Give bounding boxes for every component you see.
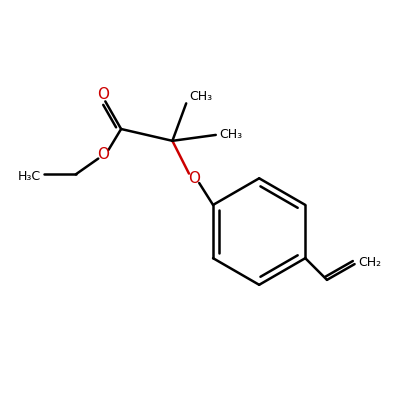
Text: O: O [97, 147, 109, 162]
Text: CH₃: CH₃ [189, 90, 212, 103]
Text: O: O [188, 171, 200, 186]
Text: CH₃: CH₃ [219, 128, 242, 142]
Text: H₃C: H₃C [18, 170, 41, 183]
Text: O: O [97, 87, 109, 102]
Text: CH₂: CH₂ [358, 256, 382, 269]
